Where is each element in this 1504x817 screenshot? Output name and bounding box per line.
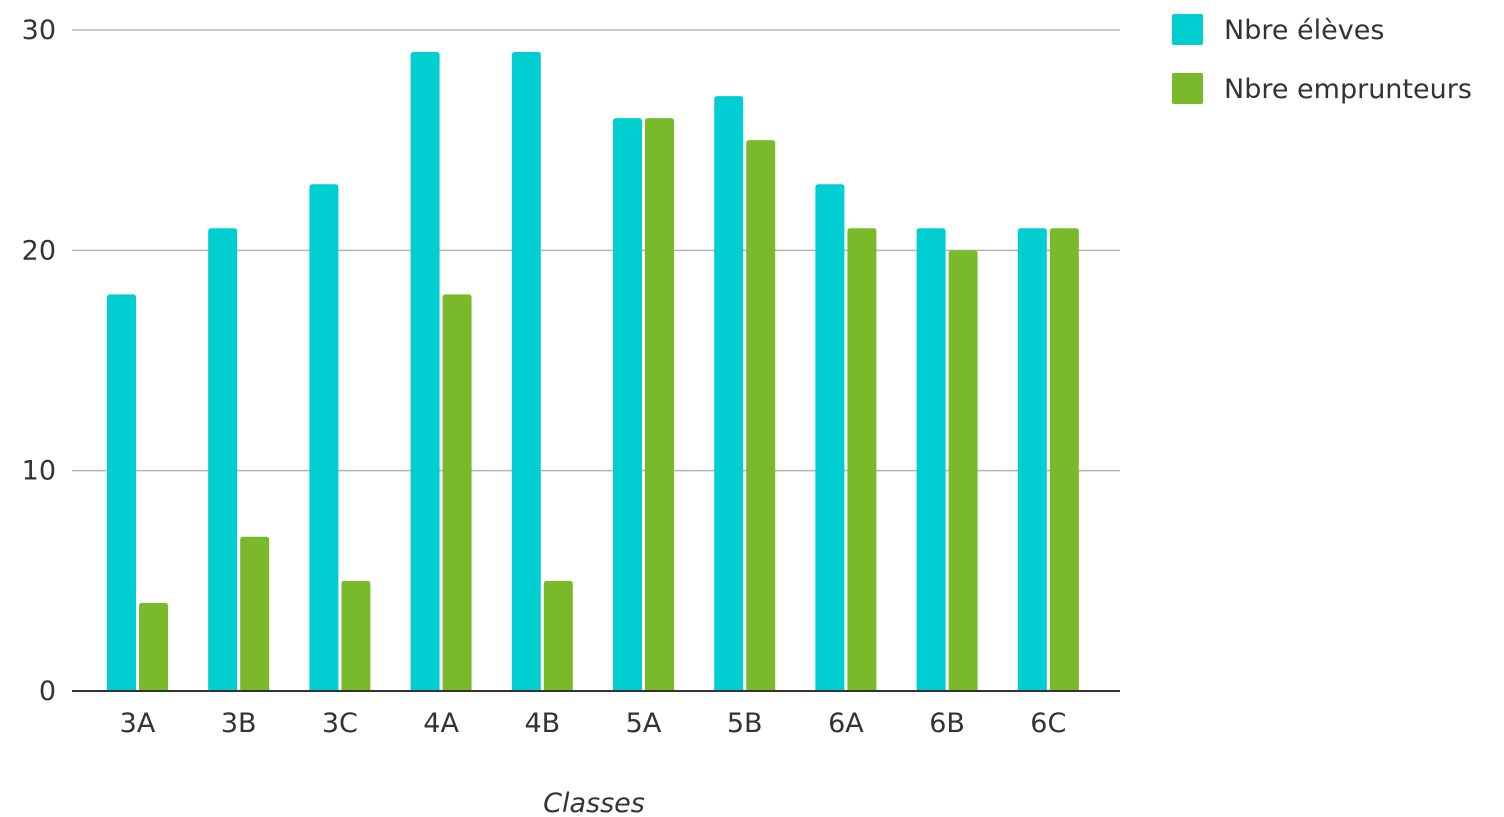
x-axis-ticks: 3A 3B 3C 4A 4B 5A 5B 6A 6B 6C [120,708,1067,739]
bar-series [107,52,1079,692]
bar-eleves-3c [309,184,339,691]
y-tick-label: 10 [22,456,56,487]
x-tick-label: 6C [1030,708,1066,739]
legend-swatch [1172,73,1203,104]
bar-emprunteurs-5a [645,118,674,692]
x-axis-title: Classes [543,788,645,817]
bar-eleves-5a [613,118,642,692]
x-tick-label: 6B [929,708,965,739]
bar-emprunteurs-6a [847,228,877,692]
x-tick-label: 4B [524,708,560,739]
x-tick-label: 6A [828,708,864,739]
x-tick-label: 3C [322,708,358,739]
bar-eleves-6c [1017,228,1047,692]
legend-swatch [1172,14,1203,45]
bar-eleves-4a [410,52,440,692]
x-tick-label: 4A [423,708,459,739]
bar-emprunteurs-5b [746,140,776,691]
x-tick-label: 5A [626,708,662,739]
y-axis-ticks: 0 10 20 30 [22,15,56,707]
x-tick-label: 5B [727,708,763,739]
bar-emprunteurs-6c [1049,228,1079,692]
legend: Nbre élèves Nbre emprunteurs [1172,14,1472,105]
x-tick-label: 3A [120,708,156,739]
bar-eleves-4b [511,52,541,692]
y-tick-label: 0 [39,676,56,707]
bar-emprunteurs-4b [543,580,573,691]
legend-label: Nbre élèves [1224,15,1384,46]
bar-emprunteurs-3b [240,536,270,691]
y-tick-label: 30 [22,15,56,46]
bar-emprunteurs-3a [139,602,168,691]
legend-label: Nbre emprunteurs [1224,74,1472,105]
bar-emprunteurs-4a [442,294,472,691]
bar-emprunteurs-3c [341,580,371,691]
bar-eleves-3a [107,294,136,691]
bar-eleves-6a [815,184,845,691]
bar-eleves-3b [208,228,238,692]
bar-emprunteurs-6b [948,250,978,692]
y-tick-label: 20 [22,235,56,266]
bar-eleves-5b [714,96,744,692]
x-tick-label: 3B [221,708,257,739]
bar-eleves-6b [916,228,946,692]
